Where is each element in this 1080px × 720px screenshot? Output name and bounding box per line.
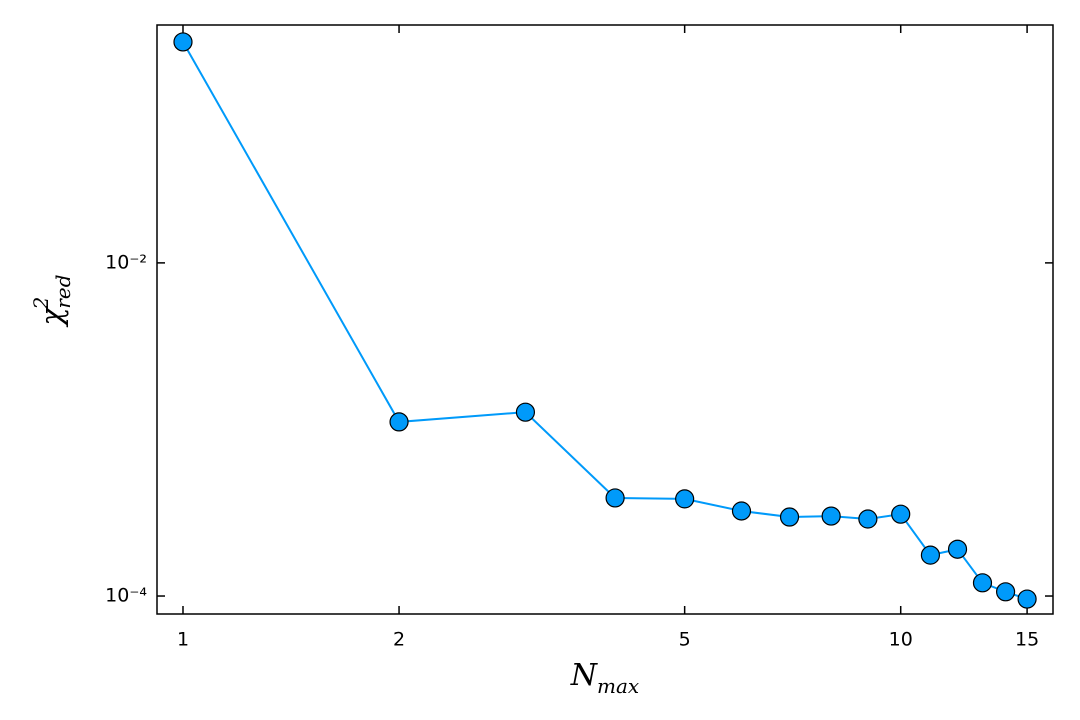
x-tick-label: 10	[889, 629, 913, 651]
data-point	[731, 501, 752, 521]
data-point	[995, 582, 1016, 602]
y-label-subscript: red	[51, 274, 75, 308]
y-axis-label: χ2red	[29, 274, 75, 327]
x-label-subscript: max	[597, 674, 639, 698]
data-point	[920, 545, 941, 565]
data-point	[389, 412, 409, 432]
y-tick-label: 10⁻²	[105, 251, 147, 273]
data-point	[1017, 589, 1037, 609]
y-label-base: χ	[35, 306, 70, 328]
data-point	[675, 489, 695, 509]
x-label-base: N	[570, 658, 599, 693]
data-point	[605, 488, 625, 508]
x-tick-label: 5	[679, 629, 691, 651]
data-point	[821, 506, 841, 526]
x-tick-label: 1	[177, 629, 189, 651]
data-point	[947, 539, 968, 559]
x-tick-label: 2	[393, 629, 405, 651]
data-point	[173, 32, 193, 52]
data-point	[891, 504, 911, 524]
y-label-superscript: 2	[29, 297, 53, 311]
x-axis-label: Nmax	[570, 658, 639, 698]
data-point	[515, 402, 536, 422]
y-tick-label: 10⁻⁴	[105, 585, 147, 607]
data-point	[972, 573, 993, 593]
data-point	[858, 509, 878, 529]
x-tick-label: 15	[1015, 629, 1039, 651]
data-point	[779, 507, 800, 527]
plot-frame	[156, 24, 1054, 615]
